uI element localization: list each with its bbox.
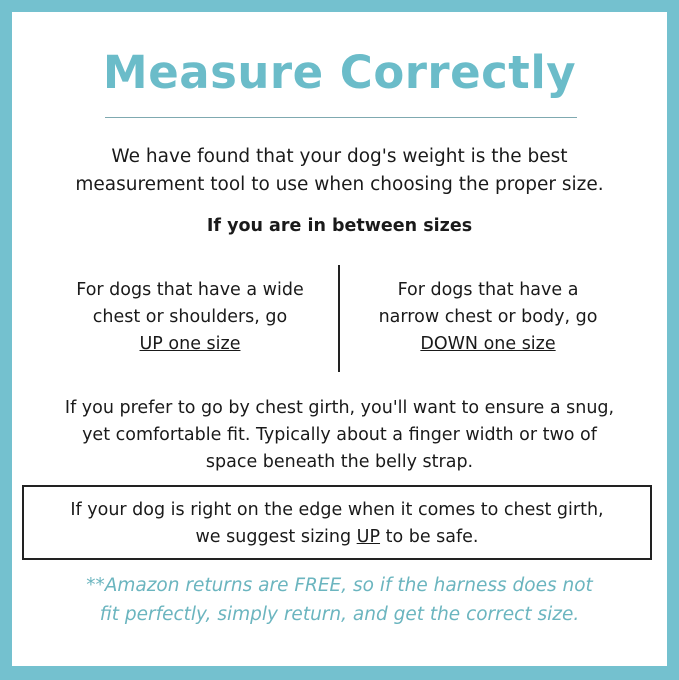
intro-line: measurement tool to use when choosing th… xyxy=(75,174,604,195)
callout-post: to be safe. xyxy=(380,527,479,547)
intro-text: We have found that your dog's weight is … xyxy=(0,143,679,199)
note-line: **Amazon returns are FREE, so if the har… xyxy=(86,575,593,596)
column-line: narrow chest or body, go xyxy=(378,307,598,327)
callout-emphasis: UP xyxy=(356,527,381,547)
returns-note: **Amazon returns are FREE, so if the har… xyxy=(0,571,679,629)
note-line: fit perfectly, simply return, and get th… xyxy=(99,604,580,625)
size-down-text: DOWN one size xyxy=(420,334,556,354)
girth-line: yet comfortable fit. Typically about a f… xyxy=(82,425,597,445)
girth-line: space beneath the belly strap. xyxy=(205,452,474,472)
size-up-text: UP one size xyxy=(139,334,241,354)
column-line: For dogs that have a wide xyxy=(76,280,304,300)
column-line: For dogs that have a xyxy=(397,280,579,300)
callout-line: we suggest sizing UP to be safe. xyxy=(24,524,650,551)
wide-chest-column: For dogs that have a wide chest or shoul… xyxy=(40,277,340,358)
girth-line: If you prefer to go by chest girth, you'… xyxy=(64,398,615,418)
intro-line: We have found that your dog's weight is … xyxy=(111,146,568,167)
callout-pre: we suggest sizing xyxy=(195,527,357,547)
column-divider xyxy=(338,265,340,372)
edge-case-callout: If your dog is right on the edge when it… xyxy=(22,485,652,560)
column-line: chest or shoulders, go xyxy=(92,307,288,327)
page-title: Measure Correctly xyxy=(102,46,577,99)
chest-girth-text: If you prefer to go by chest girth, you'… xyxy=(0,395,679,476)
subheading: If you are in between sizes xyxy=(206,216,473,236)
callout-line: If your dog is right on the edge when it… xyxy=(70,500,604,520)
title-divider xyxy=(105,117,577,118)
narrow-chest-column: For dogs that have a narrow chest or bod… xyxy=(338,277,638,358)
